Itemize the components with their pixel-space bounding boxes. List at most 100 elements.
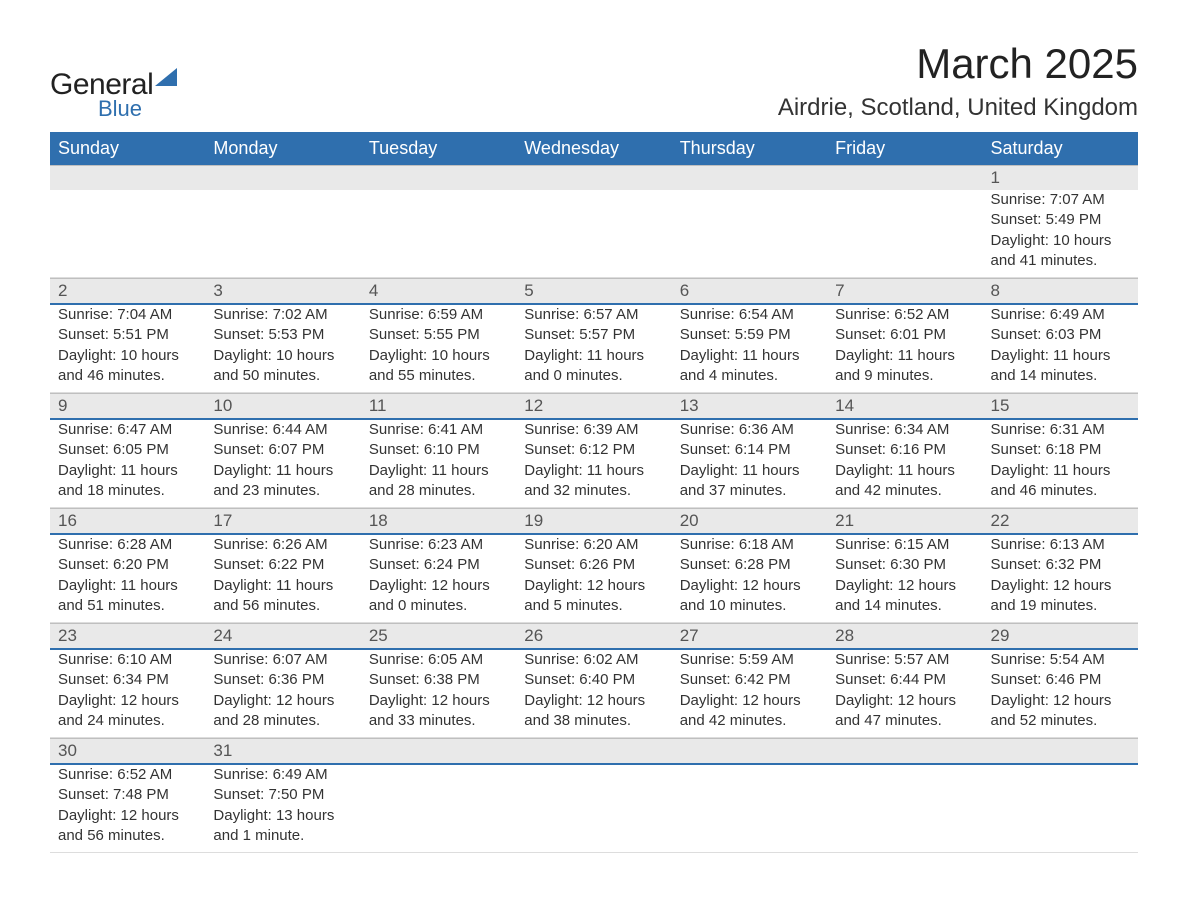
day-daylight1: Daylight: 12 hours <box>58 691 197 711</box>
day-sunset: Sunset: 6:38 PM <box>369 670 508 690</box>
day-daylight2: and 19 minutes. <box>991 596 1130 616</box>
day-number: 18 <box>361 509 516 533</box>
day-sunset: Sunset: 7:48 PM <box>58 785 197 805</box>
day-cell: Sunrise: 6:49 AMSunset: 6:03 PMDaylight:… <box>983 305 1138 392</box>
day-cell: Sunrise: 6:41 AMSunset: 6:10 PMDaylight:… <box>361 420 516 507</box>
day-sunrise: Sunrise: 7:07 AM <box>991 190 1130 210</box>
day-daylight1: Daylight: 12 hours <box>369 576 508 596</box>
day-daylight2: and 46 minutes. <box>58 366 197 386</box>
day-number: 25 <box>361 624 516 648</box>
day-sunrise: Sunrise: 6:07 AM <box>213 650 352 670</box>
day-sunrise: Sunrise: 6:23 AM <box>369 535 508 555</box>
day-sunrise: Sunrise: 5:59 AM <box>680 650 819 670</box>
day-daylight1: Daylight: 11 hours <box>213 576 352 596</box>
day-sunset: Sunset: 5:57 PM <box>524 325 663 345</box>
day-sunset: Sunset: 5:55 PM <box>369 325 508 345</box>
day-cell: Sunrise: 7:07 AMSunset: 5:49 PMDaylight:… <box>983 190 1138 277</box>
day-daylight1: Daylight: 11 hours <box>58 461 197 481</box>
day-daylight2: and 38 minutes. <box>524 711 663 731</box>
day-daylight1: Daylight: 10 hours <box>213 346 352 366</box>
day-daylight2: and 18 minutes. <box>58 481 197 501</box>
day-number: 21 <box>827 509 982 533</box>
day-daylight2: and 0 minutes. <box>524 366 663 386</box>
day-sunset: Sunset: 6:14 PM <box>680 440 819 460</box>
day-number: 16 <box>50 509 205 533</box>
day-number <box>361 166 516 190</box>
day-daylight1: Daylight: 10 hours <box>58 346 197 366</box>
day-number: 13 <box>672 394 827 418</box>
day-daylight1: Daylight: 11 hours <box>991 346 1130 366</box>
day-sunset: Sunset: 6:40 PM <box>524 670 663 690</box>
day-cell <box>983 765 1138 852</box>
day-sunrise: Sunrise: 5:54 AM <box>991 650 1130 670</box>
day-daylight2: and 33 minutes. <box>369 711 508 731</box>
day-sunset: Sunset: 5:53 PM <box>213 325 352 345</box>
day-number: 15 <box>983 394 1138 418</box>
day-cell: Sunrise: 6:05 AMSunset: 6:38 PMDaylight:… <box>361 650 516 737</box>
day-header-thursday: Thursday <box>672 132 827 165</box>
day-cell: Sunrise: 6:49 AMSunset: 7:50 PMDaylight:… <box>205 765 360 852</box>
day-cell: Sunrise: 7:02 AMSunset: 5:53 PMDaylight:… <box>205 305 360 392</box>
day-sunrise: Sunrise: 6:44 AM <box>213 420 352 440</box>
day-number: 3 <box>205 279 360 303</box>
day-number-band: 3031 <box>50 738 1138 763</box>
day-cell <box>672 190 827 277</box>
day-daylight1: Daylight: 12 hours <box>835 691 974 711</box>
day-daylight2: and 14 minutes. <box>991 366 1130 386</box>
day-number-band: 2345678 <box>50 278 1138 303</box>
day-sunrise: Sunrise: 6:54 AM <box>680 305 819 325</box>
day-number: 23 <box>50 624 205 648</box>
day-sunrise: Sunrise: 6:10 AM <box>58 650 197 670</box>
day-number: 2 <box>50 279 205 303</box>
day-number: 9 <box>50 394 205 418</box>
day-cell: Sunrise: 5:59 AMSunset: 6:42 PMDaylight:… <box>672 650 827 737</box>
day-sunset: Sunset: 7:50 PM <box>213 785 352 805</box>
day-number: 27 <box>672 624 827 648</box>
day-daylight2: and 37 minutes. <box>680 481 819 501</box>
day-sunrise: Sunrise: 7:02 AM <box>213 305 352 325</box>
day-sunset: Sunset: 5:49 PM <box>991 210 1130 230</box>
day-number <box>672 739 827 763</box>
day-cell: Sunrise: 6:20 AMSunset: 6:26 PMDaylight:… <box>516 535 671 622</box>
day-daylight1: Daylight: 11 hours <box>680 461 819 481</box>
day-number <box>361 739 516 763</box>
day-cell <box>827 190 982 277</box>
week-row: Sunrise: 6:47 AMSunset: 6:05 PMDaylight:… <box>50 418 1138 508</box>
day-cell <box>516 765 671 852</box>
day-cell: Sunrise: 6:13 AMSunset: 6:32 PMDaylight:… <box>983 535 1138 622</box>
day-number <box>827 166 982 190</box>
day-sunrise: Sunrise: 6:41 AM <box>369 420 508 440</box>
day-daylight2: and 50 minutes. <box>213 366 352 386</box>
day-sunrise: Sunrise: 6:13 AM <box>991 535 1130 555</box>
day-daylight2: and 10 minutes. <box>680 596 819 616</box>
day-sunrise: Sunrise: 6:34 AM <box>835 420 974 440</box>
day-cell: Sunrise: 7:04 AMSunset: 5:51 PMDaylight:… <box>50 305 205 392</box>
day-daylight1: Daylight: 11 hours <box>213 461 352 481</box>
day-sunset: Sunset: 6:42 PM <box>680 670 819 690</box>
day-daylight2: and 47 minutes. <box>835 711 974 731</box>
day-number <box>672 166 827 190</box>
day-cell <box>516 190 671 277</box>
day-cell: Sunrise: 6:39 AMSunset: 6:12 PMDaylight:… <box>516 420 671 507</box>
week-row: Sunrise: 7:04 AMSunset: 5:51 PMDaylight:… <box>50 303 1138 393</box>
day-cell: Sunrise: 6:31 AMSunset: 6:18 PMDaylight:… <box>983 420 1138 507</box>
logo: General Blue <box>50 68 177 122</box>
day-cell: Sunrise: 6:57 AMSunset: 5:57 PMDaylight:… <box>516 305 671 392</box>
title-location: Airdrie, Scotland, United Kingdom <box>778 94 1138 122</box>
day-sunset: Sunset: 6:07 PM <box>213 440 352 460</box>
day-number: 31 <box>205 739 360 763</box>
day-number <box>516 739 671 763</box>
day-daylight2: and 55 minutes. <box>369 366 508 386</box>
title-month: March 2025 <box>778 40 1138 88</box>
day-sunset: Sunset: 6:20 PM <box>58 555 197 575</box>
day-cell: Sunrise: 6:28 AMSunset: 6:20 PMDaylight:… <box>50 535 205 622</box>
week-row: Sunrise: 6:28 AMSunset: 6:20 PMDaylight:… <box>50 533 1138 623</box>
day-sunset: Sunset: 6:36 PM <box>213 670 352 690</box>
day-sunrise: Sunrise: 5:57 AM <box>835 650 974 670</box>
week-row: Sunrise: 7:07 AMSunset: 5:49 PMDaylight:… <box>50 190 1138 278</box>
day-sunrise: Sunrise: 6:49 AM <box>213 765 352 785</box>
day-cell: Sunrise: 6:54 AMSunset: 5:59 PMDaylight:… <box>672 305 827 392</box>
day-cell: Sunrise: 6:07 AMSunset: 6:36 PMDaylight:… <box>205 650 360 737</box>
day-daylight1: Daylight: 12 hours <box>213 691 352 711</box>
day-cell <box>361 190 516 277</box>
